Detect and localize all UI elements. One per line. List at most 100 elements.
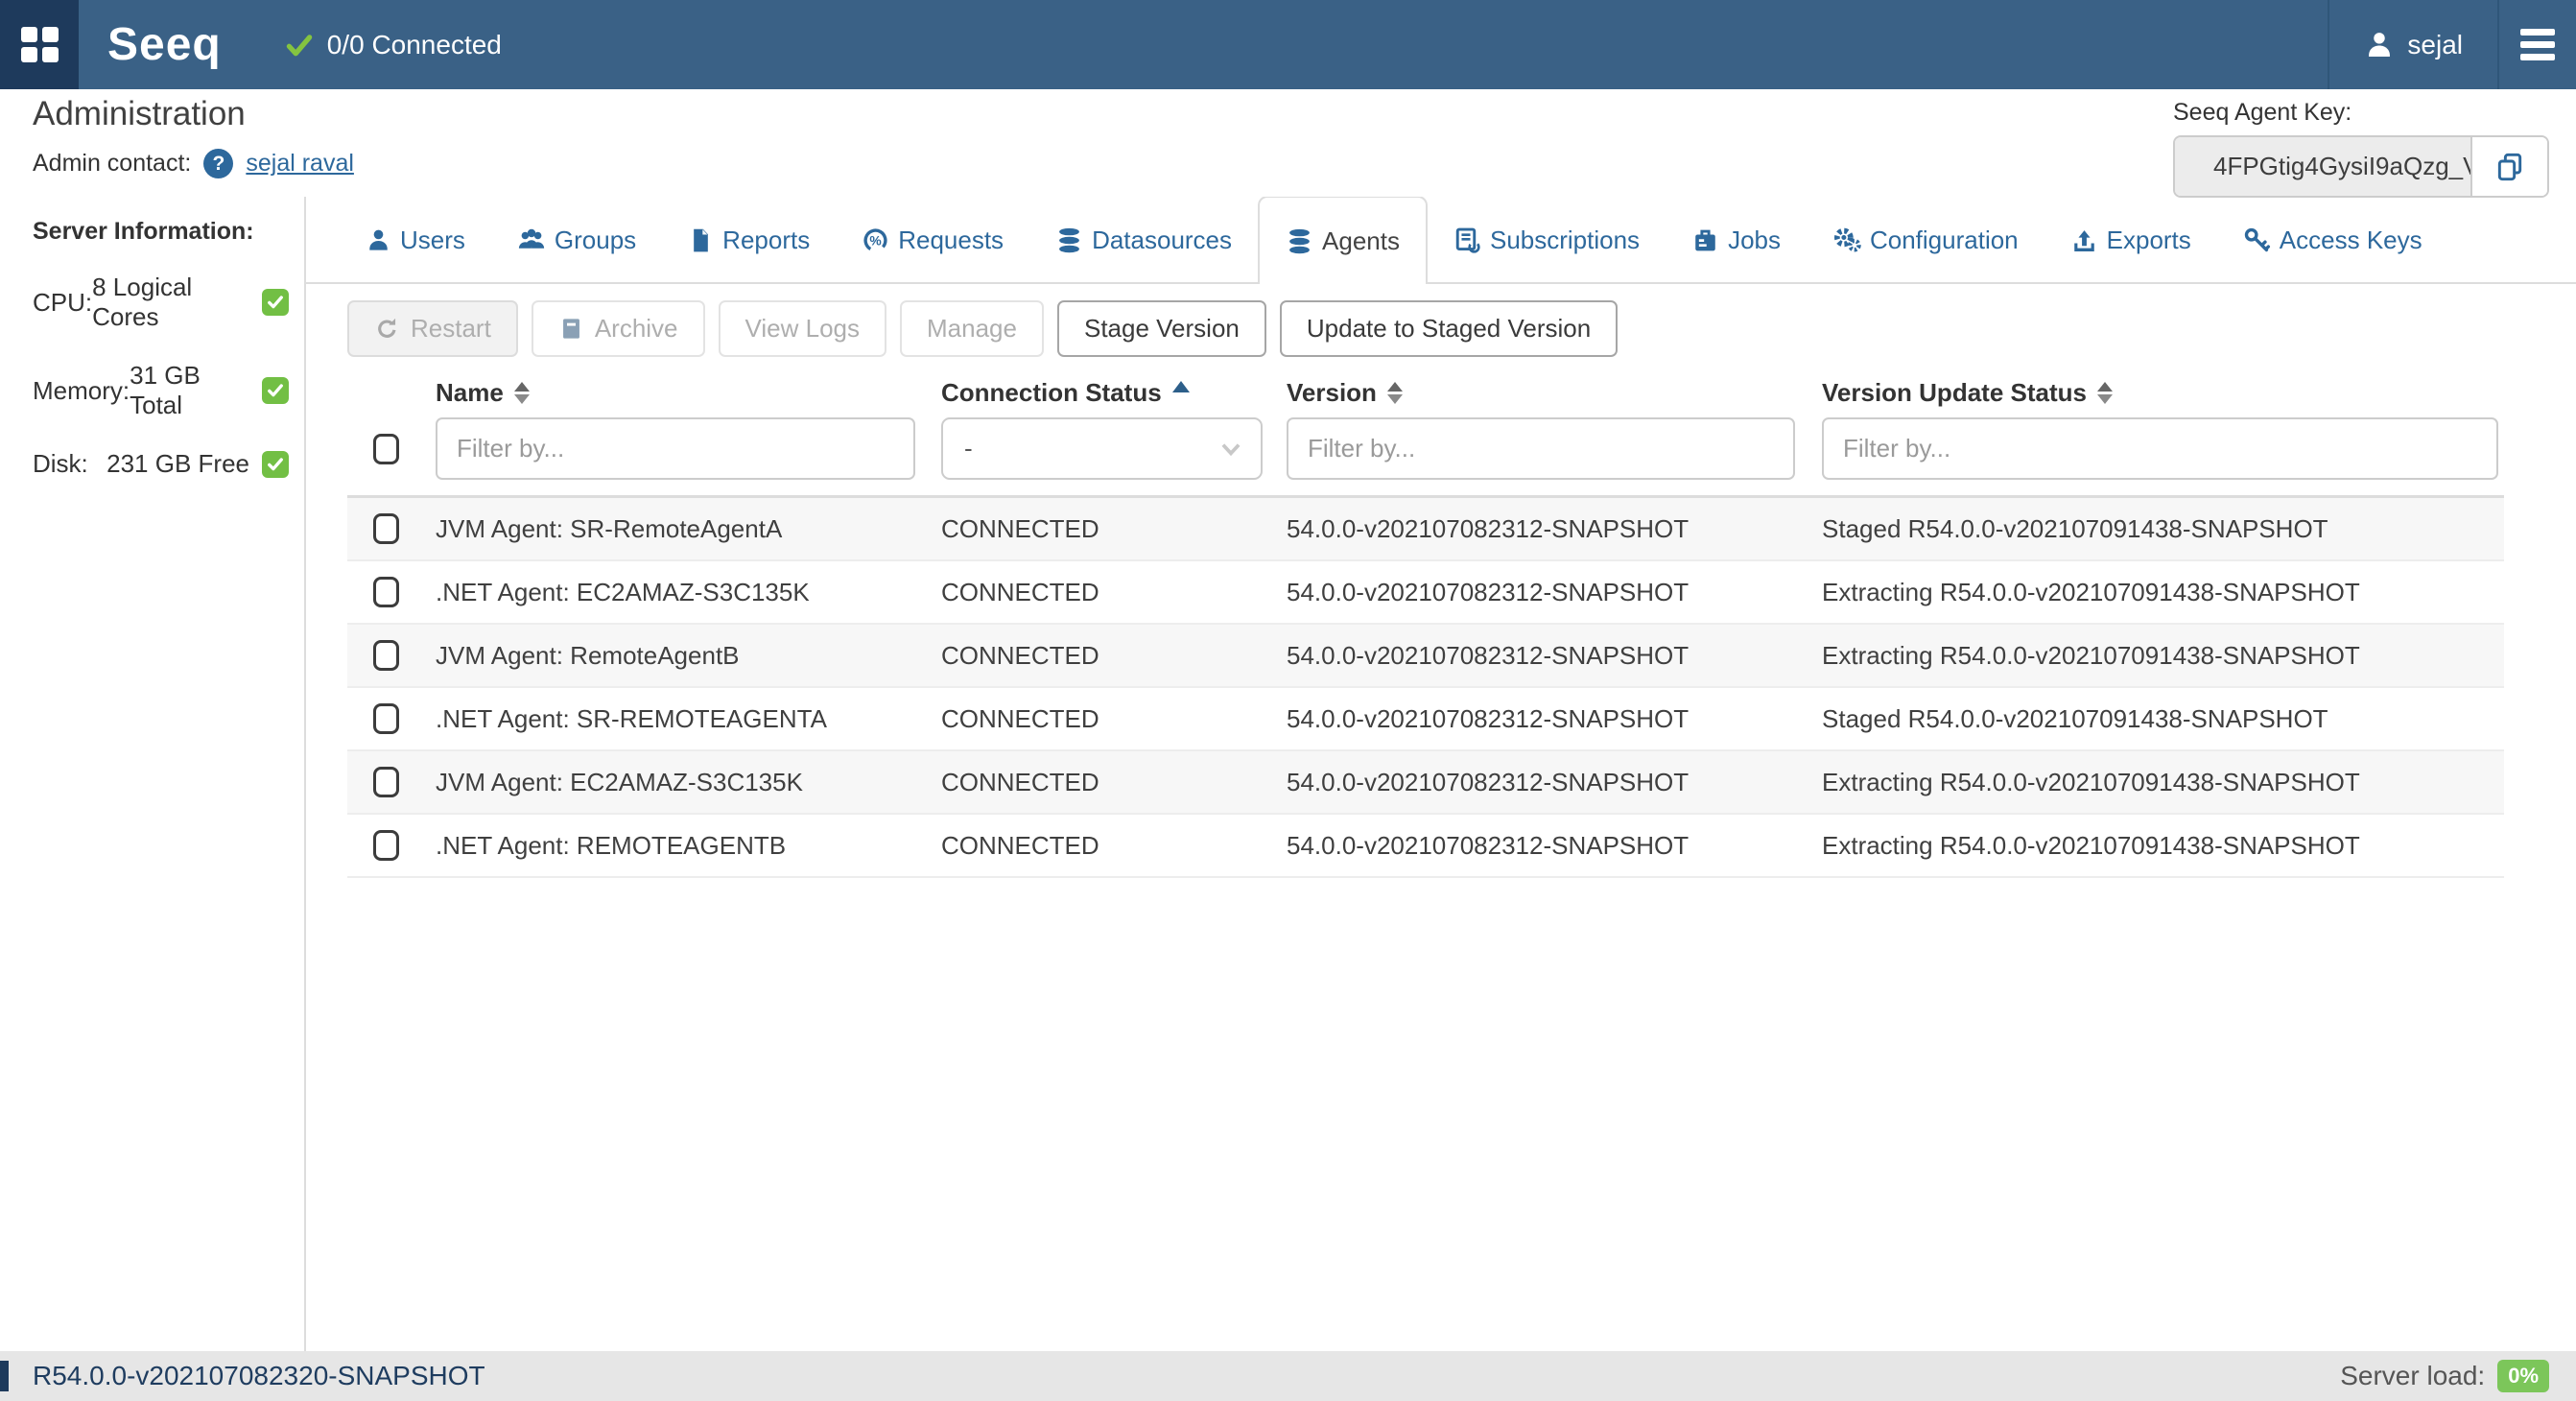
- gears-icon: [1832, 226, 1861, 254]
- tab-configuration[interactable]: Configuration: [1807, 198, 2044, 282]
- server-info-title: Server Information:: [33, 218, 254, 245]
- cell-version: 54.0.0-v202107082312-SNAPSHOT: [1287, 703, 1690, 733]
- cell-connection-status: CONNECTED: [941, 767, 1099, 796]
- tab-access-keys[interactable]: Access Keys: [2217, 198, 2448, 282]
- admin-main: Users Groups Reports % Requests Datasources Ag…: [306, 196, 2576, 1351]
- server-info-value: 231 GB Free: [106, 449, 249, 478]
- table-filter-row: -: [347, 417, 2504, 498]
- cell-version-update-status: Staged R54.0.0-v202107091438-SNAPSHOT: [1822, 513, 2328, 543]
- server-info-label: CPU:: [33, 287, 93, 317]
- button-label: Manage: [927, 314, 1017, 343]
- update-status-filter-input[interactable]: [1822, 417, 2498, 480]
- stage-version-button[interactable]: Stage Version: [1056, 300, 1266, 357]
- tab-reports[interactable]: Reports: [662, 198, 836, 282]
- tab-label: Subscriptions: [1489, 225, 1641, 254]
- table-row: .NET Agent: EC2AMAZ-S3C135K CONNECTED 54.0…: [347, 561, 2504, 625]
- tab-agents[interactable]: Agents: [1258, 196, 1428, 284]
- button-label: Update to Staged Version: [1306, 314, 1592, 343]
- name-filter-input[interactable]: [436, 417, 915, 480]
- server-info-label: Disk:: [33, 449, 88, 478]
- tab-label: Jobs: [1728, 225, 1781, 254]
- tab-groups[interactable]: Groups: [491, 198, 662, 282]
- tab-label: Access Keys: [2279, 225, 2422, 254]
- tab-exports[interactable]: Exports: [2044, 198, 2217, 282]
- cell-connection-status: CONNECTED: [941, 513, 1099, 543]
- user-menu-button[interactable]: sejal: [2329, 0, 2497, 89]
- main-menu-button[interactable]: [2499, 0, 2576, 89]
- agent-key-input[interactable]: [2175, 137, 2470, 196]
- button-label: View Logs: [744, 314, 861, 343]
- cell-name: JVM Agent: EC2AMAZ-S3C135K: [436, 767, 803, 796]
- tab-users[interactable]: Users: [340, 198, 491, 282]
- admin-contact-link[interactable]: sejal raval: [246, 150, 354, 177]
- row-checkbox[interactable]: [373, 830, 399, 861]
- agent-key-label: Seeq Agent Key:: [2173, 99, 2352, 126]
- server-info-row: Disk: 231 GB Free: [33, 449, 289, 479]
- row-checkbox[interactable]: [373, 513, 399, 544]
- cell-version-update-status: Extracting R54.0.0-v202107091438-SNAPSHO…: [1822, 577, 2360, 606]
- column-header-version-update-status[interactable]: Version Update Status: [1822, 378, 2504, 408]
- copy-agent-key-button[interactable]: [2470, 137, 2547, 196]
- row-checkbox[interactable]: [373, 640, 399, 671]
- tab-requests[interactable]: % Requests: [836, 198, 1029, 282]
- cell-connection-status: CONNECTED: [941, 577, 1099, 606]
- restart-button[interactable]: Restart: [347, 300, 518, 357]
- button-label: Stage Version: [1083, 314, 1240, 343]
- cell-version: 54.0.0-v202107082312-SNAPSHOT: [1287, 640, 1690, 670]
- help-icon[interactable]: ?: [203, 149, 234, 178]
- export-icon: [2070, 226, 2098, 254]
- connection-status-select[interactable]: -: [941, 417, 1263, 480]
- user-icon: [2364, 30, 2395, 60]
- agent-key-block: Seeq Agent Key:: [2173, 99, 2549, 198]
- tab-datasources[interactable]: Datasources: [1029, 198, 1258, 282]
- table-row: JVM Agent: EC2AMAZ-S3C135K CONNECTED 54.0.…: [347, 751, 2504, 815]
- manage-button[interactable]: Manage: [900, 300, 1044, 357]
- app-switcher-button[interactable]: [0, 0, 79, 89]
- archive-icon: [558, 316, 584, 342]
- column-header-connection-status[interactable]: Connection Status: [941, 378, 1287, 408]
- column-header-name[interactable]: Name: [436, 378, 941, 408]
- table-row: JVM Agent: SR-RemoteAgentA CONNECTED 54.0.…: [347, 498, 2504, 561]
- tab-jobs[interactable]: Jobs: [1666, 198, 1807, 282]
- cell-version: 54.0.0-v202107082312-SNAPSHOT: [1287, 577, 1690, 606]
- column-header-version[interactable]: Version: [1287, 378, 1822, 408]
- row-checkbox[interactable]: [373, 577, 399, 607]
- cell-connection-status: CONNECTED: [941, 703, 1099, 733]
- table-row: .NET Agent: REMOTEAGENTB CONNECTED 54.0.0-…: [347, 815, 2504, 878]
- admin-body: Server Information: CPU: 8 Logical Cores M…: [0, 196, 2576, 1351]
- update-to-staged-version-button[interactable]: Update to Staged Version: [1279, 300, 1619, 357]
- select-all-checkbox[interactable]: [373, 433, 399, 464]
- archive-button[interactable]: Archive: [531, 300, 705, 357]
- check-icon: [285, 31, 314, 59]
- seeq-logo[interactable]: Seeq: [107, 19, 222, 70]
- connection-status-select-value: -: [964, 434, 973, 463]
- cell-version-update-status: Extracting R54.0.0-v202107091438-SNAPSHO…: [1822, 830, 2360, 860]
- admin-contact: Admin contact: ? sejal raval: [33, 149, 354, 178]
- agent-key-group: [2173, 135, 2549, 198]
- tab-label: Configuration: [1869, 225, 2019, 254]
- version-filter-input[interactable]: [1287, 417, 1795, 480]
- tab-label: Reports: [722, 225, 811, 254]
- cell-version-update-status: Staged R54.0.0-v202107091438-SNAPSHOT: [1822, 703, 2328, 733]
- top-navbar: Seeq 0/0 Connected sejal: [0, 0, 2576, 89]
- row-checkbox[interactable]: [373, 703, 399, 734]
- footer-resize-mark: [0, 1361, 9, 1391]
- table-row: JVM Agent: RemoteAgentB CONNECTED 54.0.0-v…: [347, 625, 2504, 688]
- sort-asc-icon: [1171, 380, 1190, 392]
- toolbox-icon: [1691, 226, 1719, 254]
- cell-name: JVM Agent: RemoteAgentB: [436, 640, 740, 670]
- table-row: .NET Agent: SR-REMOTEAGENTA CONNECTED 54.0…: [347, 688, 2504, 751]
- gauge-icon: %: [862, 226, 889, 254]
- server-info-value: 31 GB Total: [130, 361, 201, 419]
- refresh-icon: [374, 316, 400, 342]
- admin-header: Administration Admin contact: ? sejal ra…: [0, 89, 2576, 198]
- tab-label: Groups: [554, 225, 637, 254]
- view-logs-button[interactable]: View Logs: [718, 300, 887, 357]
- copy-icon: [2494, 152, 2525, 182]
- tab-subscriptions[interactable]: Subscriptions: [1428, 198, 1666, 282]
- server-info-value: 8 Logical Cores: [92, 273, 193, 331]
- row-checkbox[interactable]: [373, 767, 399, 797]
- connection-status[interactable]: 0/0 Connected: [285, 0, 502, 89]
- users-icon: [517, 226, 546, 254]
- tab-label: Exports: [2106, 225, 2191, 254]
